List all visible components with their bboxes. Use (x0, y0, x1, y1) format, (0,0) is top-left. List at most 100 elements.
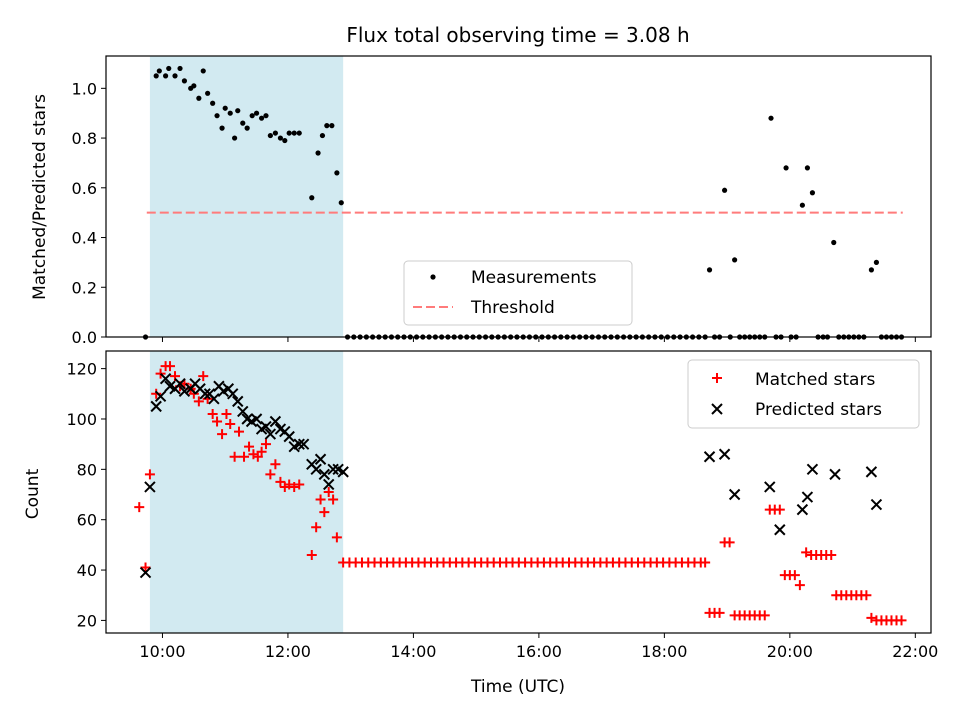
legend-box (687, 359, 920, 429)
data-point (227, 110, 233, 116)
y-tick-label: 60 (77, 511, 97, 530)
data-point (310, 463, 322, 476)
observing-span (149, 56, 344, 337)
figure-title: Flux total observing time = 3.08 h (346, 23, 689, 47)
data-point (700, 557, 711, 568)
data-point (188, 388, 199, 399)
data-point (217, 429, 228, 440)
data-point (289, 481, 300, 492)
legend-box (403, 260, 633, 326)
data-point (799, 202, 805, 208)
bottom-y-axis-label: Count (23, 468, 43, 519)
data-point (796, 503, 809, 516)
data-point (334, 170, 340, 176)
data-point (144, 469, 155, 480)
legend-label-measurements: Measurements (471, 268, 597, 288)
data-point (219, 125, 225, 131)
data-point (794, 580, 805, 591)
data-point (249, 113, 255, 119)
data-point (323, 478, 335, 491)
data-point (198, 371, 209, 382)
data-point (293, 438, 305, 450)
data-point (789, 570, 800, 581)
data-point (252, 451, 263, 462)
data-point (155, 368, 166, 379)
data-point (774, 504, 785, 515)
data-point (275, 476, 286, 487)
data-point (139, 566, 152, 579)
data-point (193, 396, 204, 407)
data-point (732, 257, 738, 263)
data-point (225, 419, 236, 430)
series-2 (139, 372, 883, 579)
data-point (873, 259, 880, 265)
y-tick-label: 0.2 (72, 278, 97, 297)
data-point (329, 123, 335, 129)
data-point (222, 105, 228, 111)
data-point (318, 468, 331, 481)
y-tick-label: 120 (66, 360, 97, 379)
data-point (164, 361, 175, 372)
data-point (134, 502, 145, 513)
data-point (264, 428, 277, 440)
data-point (324, 123, 330, 129)
data-point (328, 494, 339, 505)
data-point (783, 165, 789, 171)
data-point (200, 68, 206, 74)
data-point (174, 378, 186, 390)
data-point (140, 562, 151, 573)
legend: Measurements Threshold (403, 260, 633, 326)
data-point (163, 73, 169, 79)
data-point (297, 438, 310, 450)
y-tick-label: 0.6 (72, 179, 97, 198)
data-point (703, 451, 716, 463)
series-1 (134, 361, 907, 626)
data-point (177, 65, 183, 72)
data-point (156, 68, 162, 74)
x-tick-label: 22:00 (892, 642, 938, 661)
legend-label-matched: Matched stars (755, 370, 875, 390)
data-point (826, 549, 837, 560)
x-tick-label: 18:00 (641, 642, 687, 661)
top-panel: 0.0 0.2 0.4 0.6 0.8 1.0 Measurements Threshold (72, 55, 932, 347)
data-point (244, 125, 250, 131)
data-point (221, 408, 232, 419)
data-point (311, 522, 322, 533)
data-point (721, 187, 728, 193)
data-point (154, 390, 167, 403)
data-point (235, 108, 241, 114)
data-point (258, 115, 265, 121)
data-point (315, 150, 321, 156)
data-point (205, 90, 211, 96)
data-point (283, 430, 295, 443)
data-point (323, 487, 334, 497)
data-point (331, 532, 342, 543)
data-point (244, 441, 255, 452)
data-point (831, 239, 837, 246)
data-point (296, 130, 302, 136)
y-tick-label: 0.0 (72, 328, 97, 347)
y-tick-label: 0.8 (72, 129, 97, 148)
data-point (191, 83, 197, 89)
data-point (227, 388, 239, 400)
data-point (337, 466, 349, 478)
y-tick-label: 40 (77, 561, 97, 580)
data-point (208, 393, 220, 405)
legend-marker-matched (712, 373, 722, 383)
legend-label-threshold: Threshold (470, 298, 555, 318)
data-point (270, 459, 281, 470)
data-point (314, 453, 327, 465)
data-point (806, 463, 819, 476)
data-point (306, 549, 317, 560)
x-tick-label: 20:00 (767, 642, 813, 661)
data-point (260, 439, 271, 450)
data-point (277, 135, 284, 141)
data-point (232, 395, 244, 408)
data-point (829, 468, 841, 481)
data-point (728, 488, 741, 501)
data-point (269, 415, 282, 428)
data-point (196, 95, 202, 101)
y-tick-label: 20 (77, 611, 97, 630)
x-tick-label: 16:00 (516, 642, 562, 661)
data-point (801, 547, 812, 558)
